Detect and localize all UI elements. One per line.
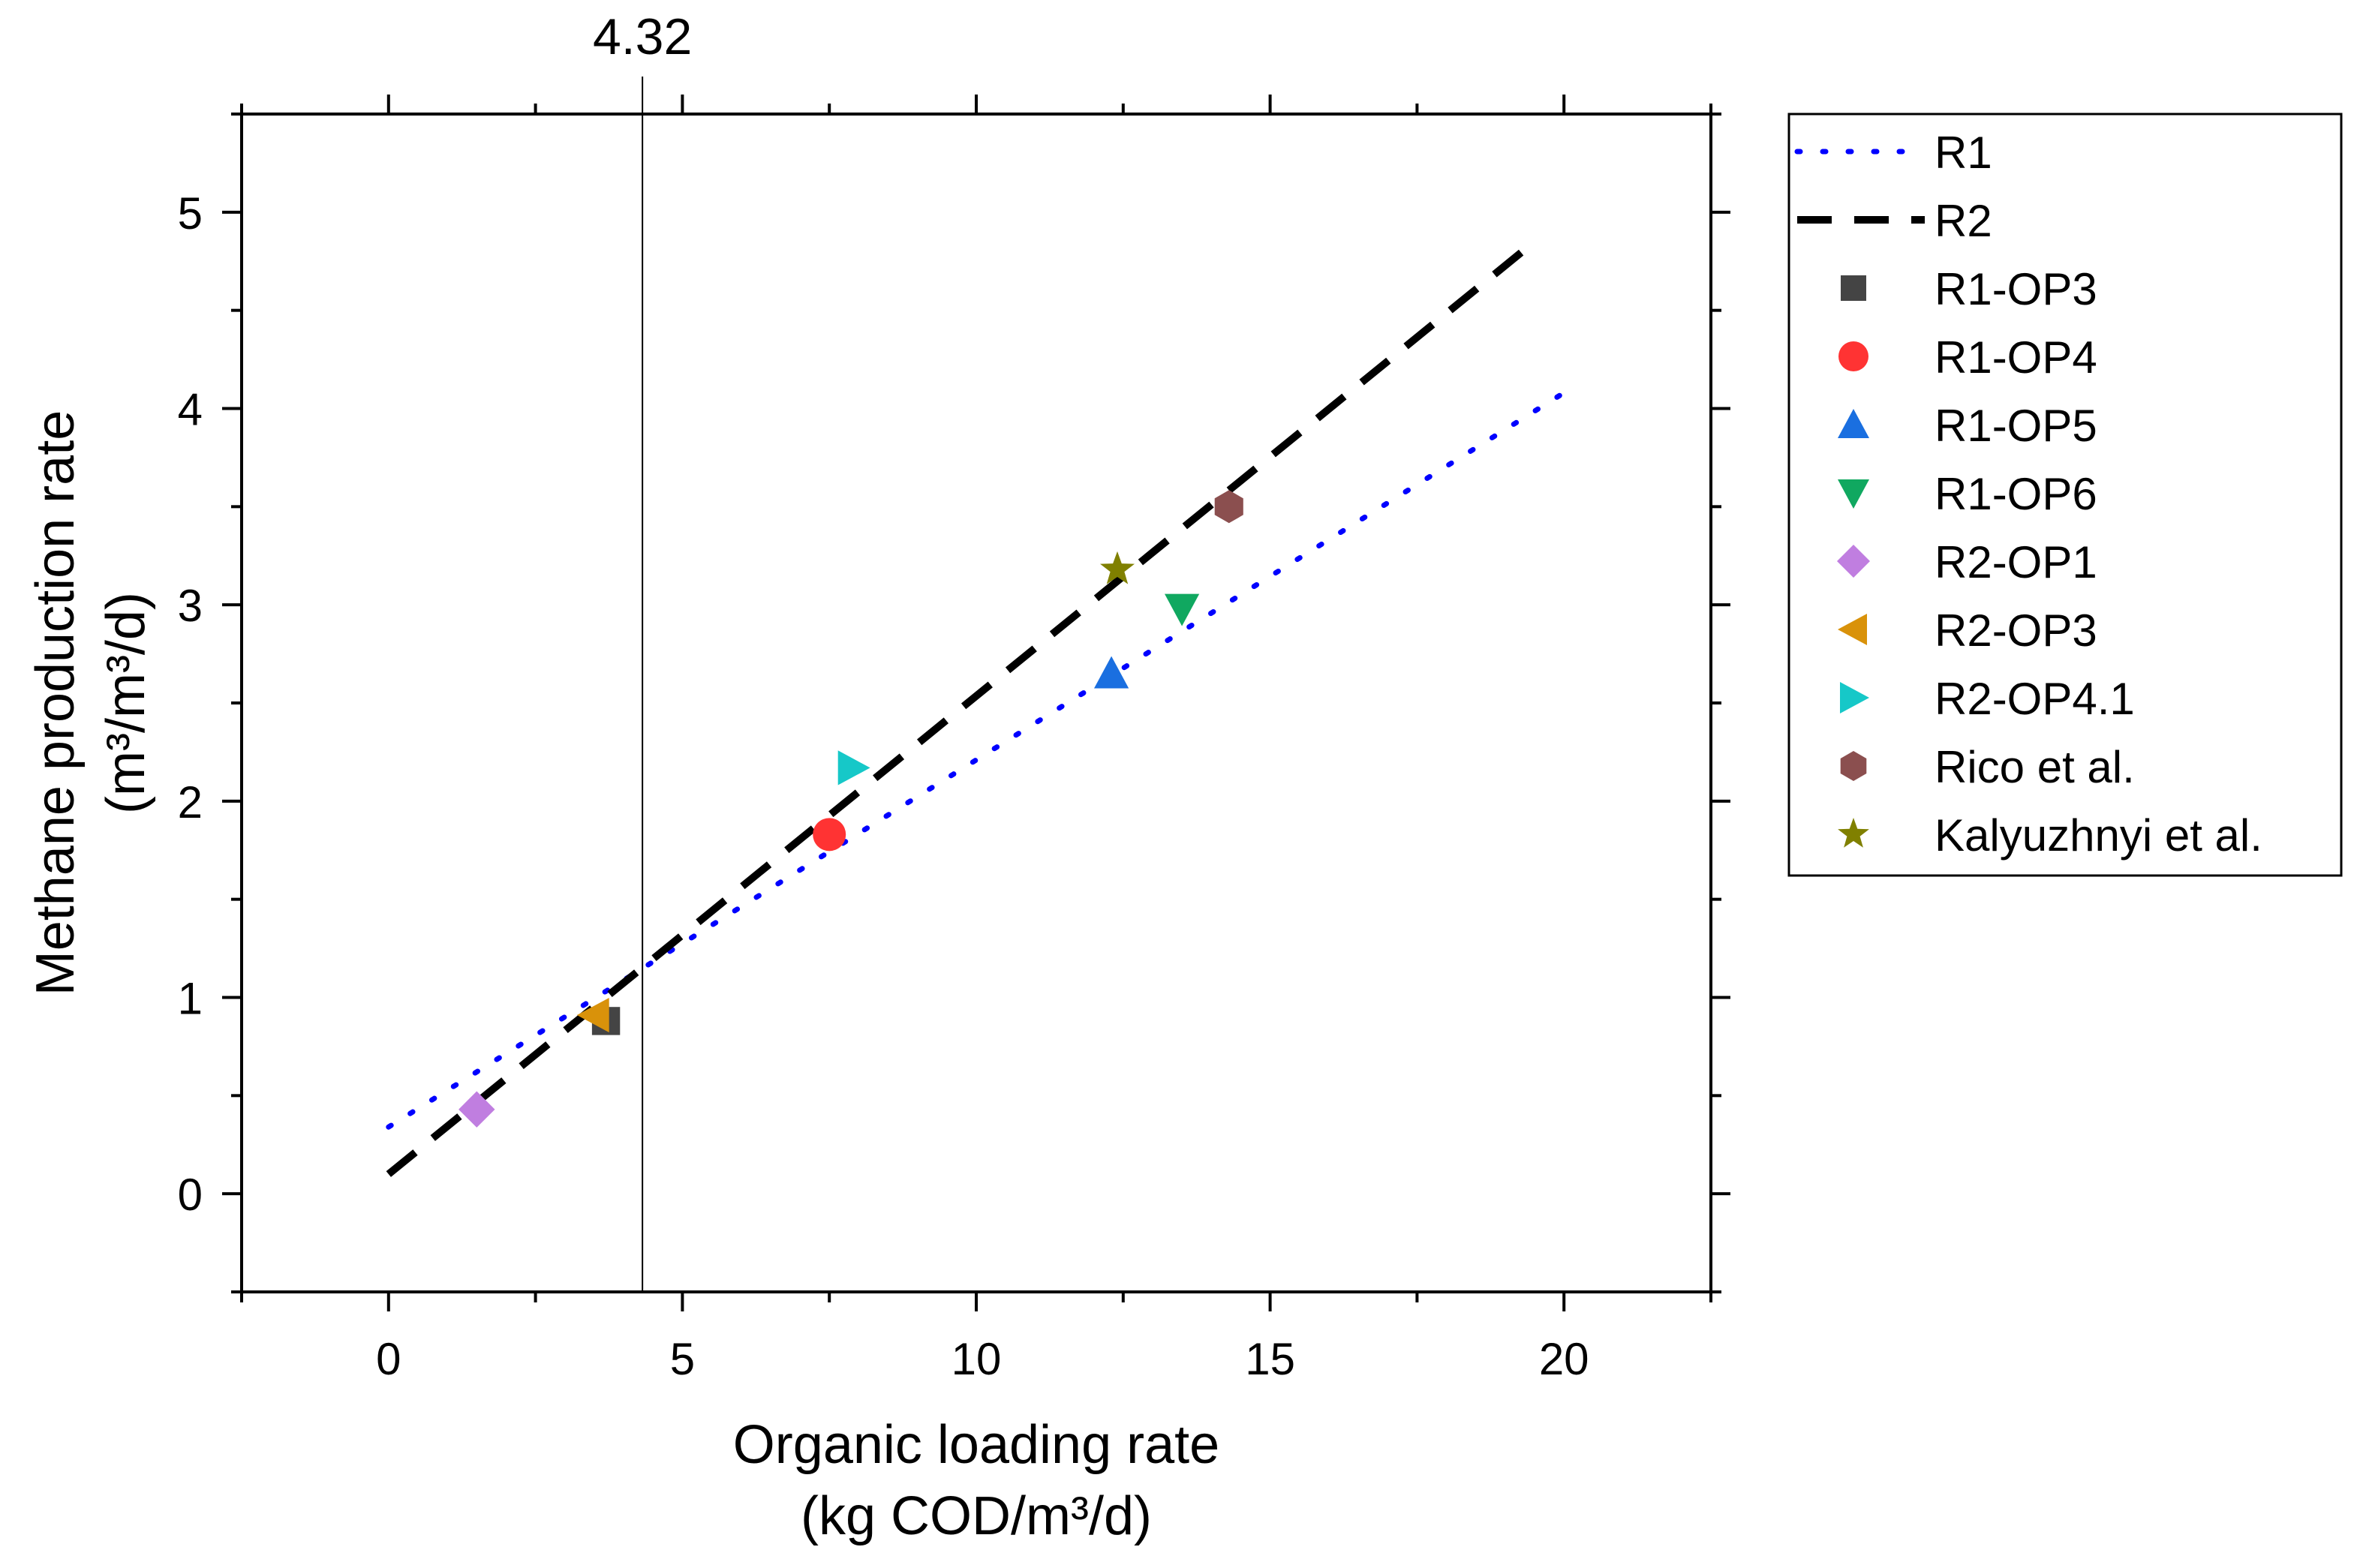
legend-label-kalyuzhnyi-et-al: Kalyuzhnyi et al.: [1935, 810, 2262, 861]
point-r1-op6: [1165, 593, 1200, 626]
legend-label-r1: R1: [1935, 128, 1992, 178]
y-tick-label: 1: [178, 974, 203, 1024]
x-tick-label: 15: [1245, 1334, 1295, 1384]
x-tick-label: 5: [670, 1334, 695, 1384]
y-tick-label: 5: [178, 188, 203, 239]
legend-swatch-r1-op6: [1838, 479, 1869, 509]
legend-swatch-r2-op4-1: [1840, 682, 1869, 713]
plot-frame: [240, 113, 1712, 1293]
point-r1-op5: [1094, 656, 1129, 689]
axes: 0 5 10 15 20 0 1 2 3 4 5: [178, 77, 1730, 1384]
point-r1-op4: [813, 818, 846, 852]
legend-label-r2-op4-1: R2-OP4.1: [1935, 674, 2135, 724]
legend-swatch-r2-op1: [1837, 545, 1870, 578]
legend-label-r1-op6: R1-OP6: [1935, 469, 2097, 519]
legend-swatch-r2-op3: [1838, 614, 1867, 645]
y-axis-unit: (m³/m³/d): [96, 592, 156, 814]
y-tick-label: 4: [178, 385, 203, 435]
x-tick-label: 20: [1539, 1334, 1589, 1384]
legend-items: R1 R2 R1-OP3 R1-OP4 R1-OP5 R1-OP6 R2-OP1 R2-OP3…: [1794, 128, 2262, 861]
x-tick-label: 0: [376, 1334, 401, 1384]
point-kalyuzhnyi-et-al: [1100, 551, 1135, 584]
vline-label: 4.32: [593, 8, 692, 65]
y-tick-label: 2: [178, 777, 203, 828]
legend-swatch-r1-op4: [1838, 341, 1868, 371]
legend-swatch-kalyuzhnyi-et-al: [1838, 818, 1869, 848]
legend-box: [1787, 113, 2343, 877]
plot-area: [240, 113, 1712, 1293]
legend-label-r2: R2: [1935, 196, 1992, 246]
legend-label-r2-op3: R2-OP3: [1935, 605, 2097, 656]
legend-swatch-r1-op5: [1838, 409, 1869, 438]
y-tick-label: 3: [178, 581, 203, 631]
lines-layer: [386, 239, 1567, 1177]
legend-label-r2-op1: R2-OP1: [1935, 537, 2097, 587]
point-r2-op4-1: [837, 750, 870, 786]
legend-label-r1-op5: R1-OP5: [1935, 401, 2097, 451]
x-axis-title: Organic loading rate: [733, 1415, 1219, 1475]
y-axis-title: Methane production rate: [26, 410, 86, 996]
legend-label-r1-op3: R1-OP3: [1935, 264, 2097, 314]
point-r2-op1: [458, 1091, 495, 1128]
line-r2: [386, 239, 1538, 1177]
legend-swatch-rico-et-al: [1840, 751, 1867, 781]
point-r2-op3: [576, 998, 609, 1033]
markers-layer: [458, 490, 1243, 1128]
legend-label-r1-op4: R1-OP4: [1935, 332, 2097, 383]
legend-swatch-r1-op3: [1841, 275, 1866, 301]
x-axis-unit: (kg COD/m³/d): [801, 1486, 1152, 1546]
point-rico-et-al: [1214, 490, 1243, 524]
legend: R1 R2 R1-OP3 R1-OP4 R1-OP5 R1-OP6 R2-OP1 R2-OP3…: [1787, 113, 2343, 877]
line-r1: [386, 390, 1567, 1130]
legend-label-rico-et-al: Rico et al.: [1935, 742, 2135, 792]
y-tick-label: 0: [178, 1170, 203, 1220]
x-tick-label: 10: [952, 1334, 1002, 1384]
